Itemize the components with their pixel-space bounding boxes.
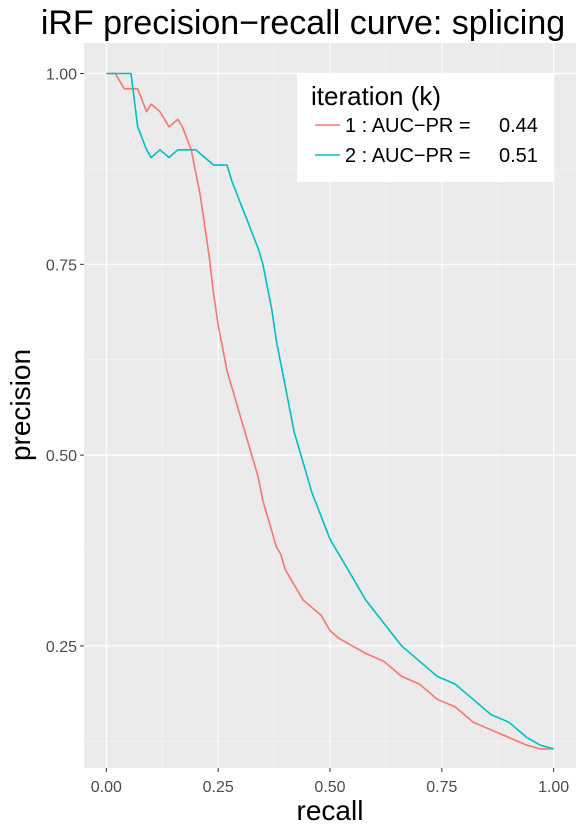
y-axis-ticks: 0.25 0.50 0.75 1.00 — [46, 67, 84, 656]
y-tick-label: 1.00 — [46, 67, 77, 84]
y-tick-label: 0.75 — [46, 257, 77, 274]
series-1-line — [106, 72, 554, 750]
legend-value-series-2: 0.51 — [499, 145, 538, 167]
x-tick-label: 0.25 — [203, 779, 234, 796]
legend-label-series-2: 2 : AUC−PR = — [345, 145, 471, 167]
x-tick-label: 0.00 — [91, 779, 122, 796]
legend-value-series-1: 0.44 — [499, 115, 538, 137]
legend-label-series-1: 1 : AUC−PR = — [345, 115, 471, 137]
x-tick-label: 1.00 — [538, 779, 569, 796]
y-axis-title: precision — [5, 349, 36, 461]
chart-title: iRF precision−recall curve: splicing — [41, 4, 565, 42]
legend: iteration (k) 1 : AUC−PR = 0.44 2 : AUC−… — [297, 74, 554, 182]
x-tick-label: 0.75 — [426, 779, 457, 796]
legend-title: iteration (k) — [311, 81, 441, 111]
x-tick-label: 0.50 — [314, 779, 345, 796]
legend-box — [297, 74, 554, 182]
series-2-line — [106, 72, 554, 750]
x-axis-title: recall — [297, 795, 364, 826]
y-tick-label: 0.25 — [46, 639, 77, 656]
x-axis-ticks: 0.00 0.25 0.50 0.75 1.00 — [91, 768, 569, 796]
series-lines — [106, 72, 554, 750]
y-tick-label: 0.50 — [46, 448, 77, 465]
